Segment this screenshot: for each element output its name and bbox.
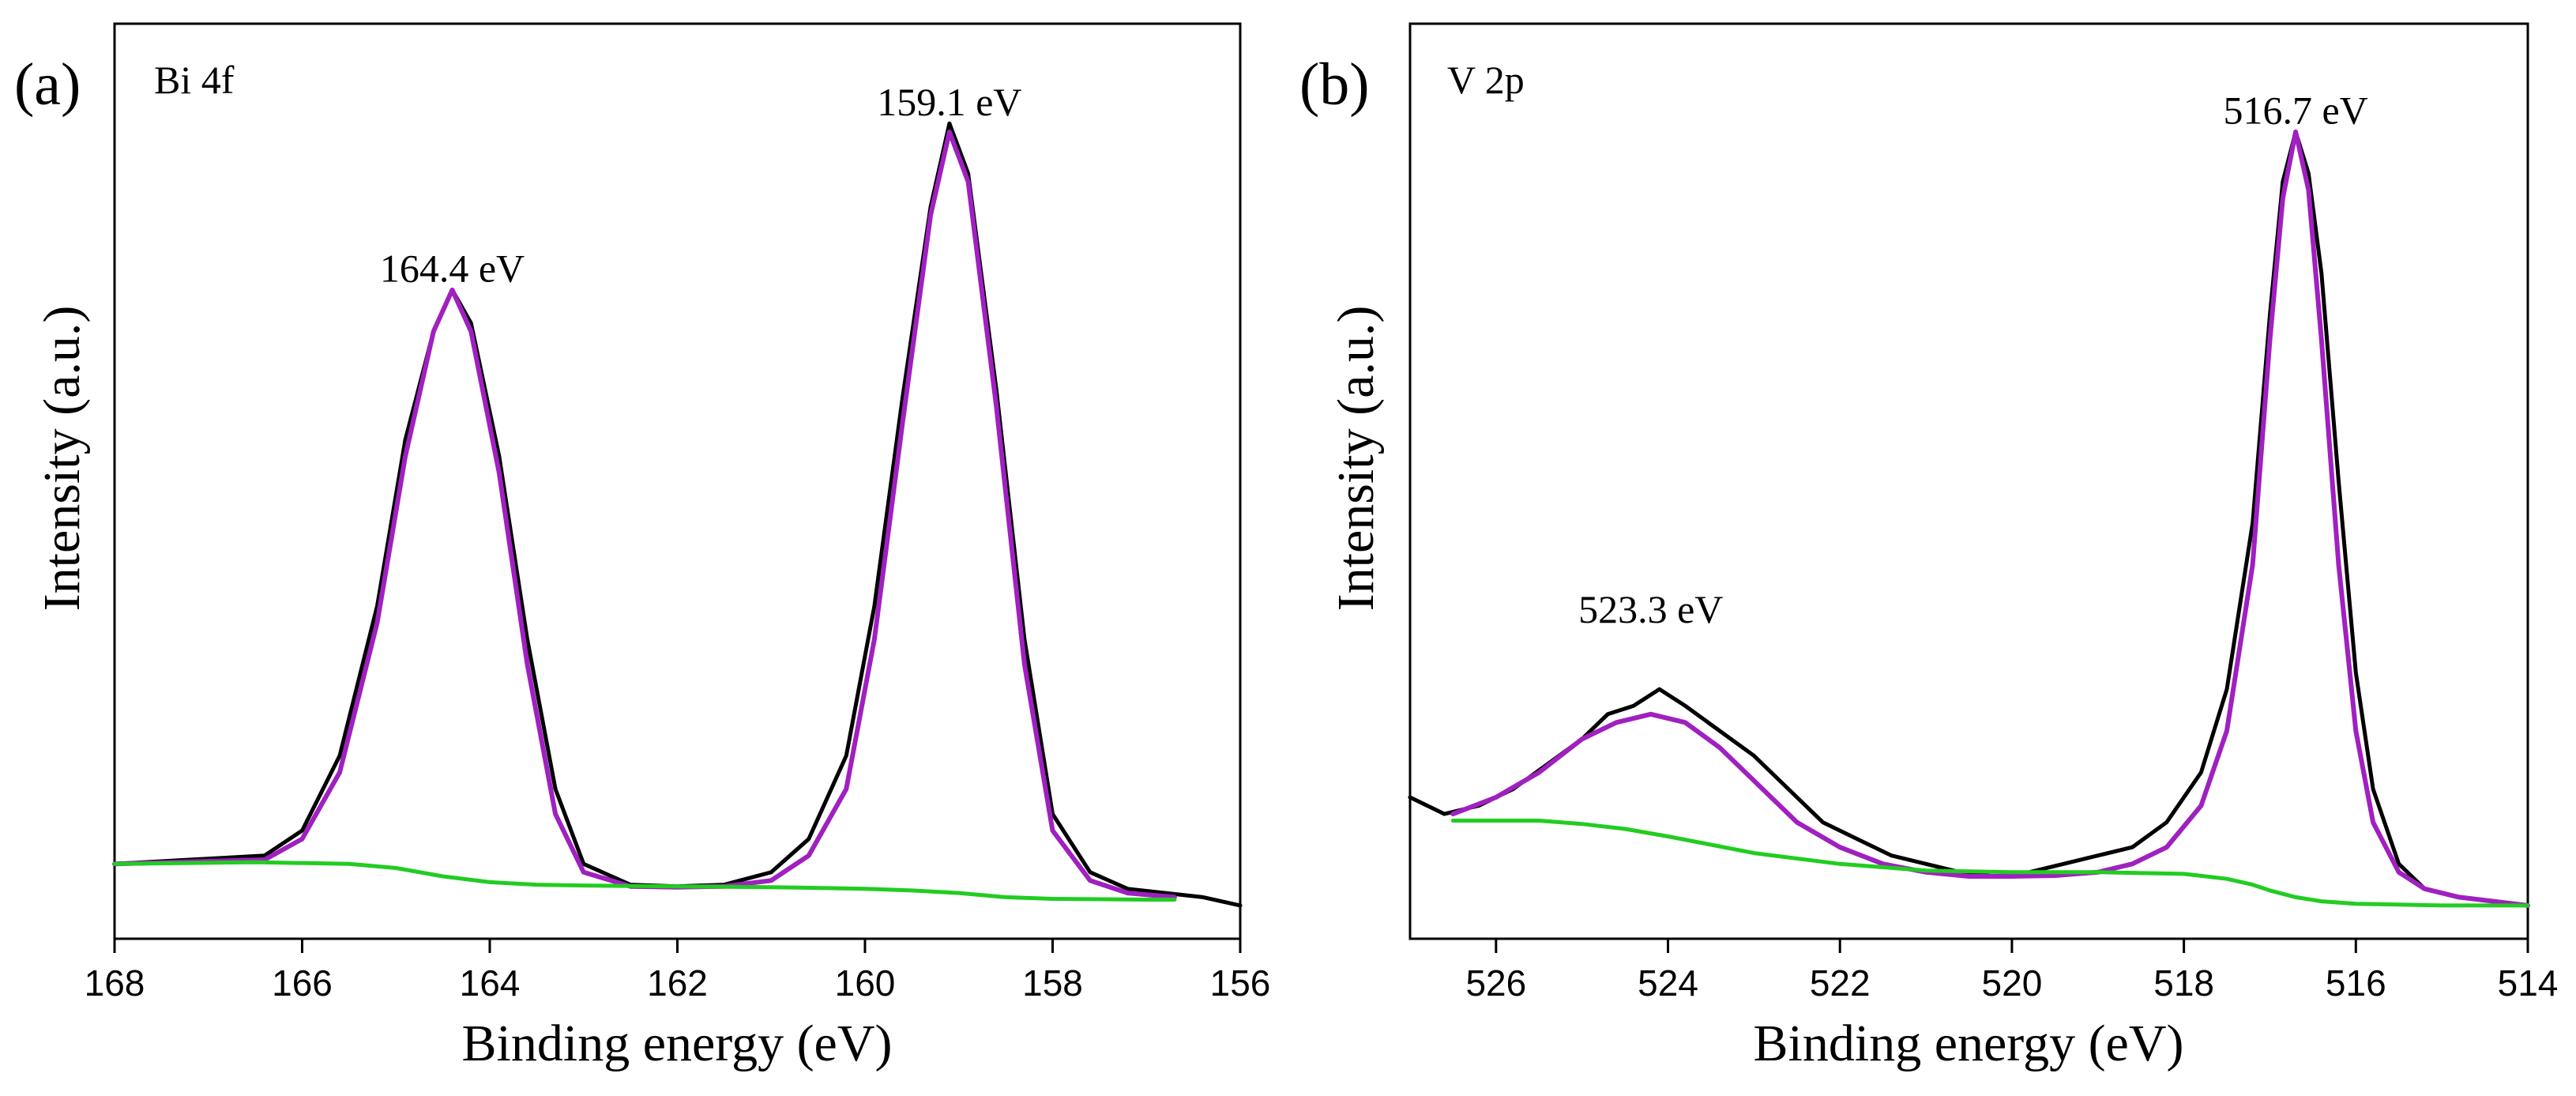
panel-a: (a) Bi 4f Intensity (a.u.) Binding energ… [14,22,1271,1072]
peak-annotation: 516.7 eV [2223,88,2367,132]
x-tick-label: 520 [1982,962,2043,1004]
x-tick-label: 526 [1465,962,1526,1004]
x-tick-label: 158 [1022,962,1083,1004]
panel-b-xlabel: Binding energy (eV) [1754,1015,2184,1072]
panel-b-ylabel: Intensity (a.u.) [1327,306,1385,612]
peak-annotation: 523.3 eV [1578,587,1723,631]
series-fit-line [112,129,1177,900]
series-raw-line [1408,130,2530,908]
panel-b-frame [1408,22,2529,940]
panel-b-element-label: V 2p [1447,58,1525,102]
x-tick-label: 514 [2498,962,2559,1004]
series-background-line [1450,819,2530,908]
x-tick-label: 166 [272,962,333,1004]
x-tick-label: 518 [2153,962,2214,1004]
x-tick-label: 160 [835,962,896,1004]
series-background-line [112,860,1177,902]
series-raw-line [112,121,1243,908]
panel-a-frame [113,22,1242,940]
x-tick-label: 516 [2326,962,2386,1004]
x-tick-label: 168 [85,962,145,1004]
x-tick-label: 162 [647,962,708,1004]
peak-annotation: 159.1 eV [877,80,1021,124]
panel-a-annotations: 164.4 eV 159.1 eV [380,80,1022,291]
panel-a-xlabel: Binding energy (eV) [462,1015,893,1072]
panel-b-series [1408,129,2530,908]
series-fit-line [1450,129,2530,908]
panel-a-ticks: 168 166 164 162 160 158 156 [85,939,1271,1004]
panel-b-annotations: 523.3 eV 516.7 eV [1578,88,2368,631]
x-tick-label: 522 [1810,962,1871,1004]
x-tick-label: 524 [1638,962,1698,1004]
panel-b-label: (b) [1299,51,1370,118]
panel-a-series [112,121,1243,908]
panel-b: (b) V 2p Intensity (a.u.) Binding energy… [1299,22,2558,1072]
x-tick-label: 156 [1210,962,1271,1004]
panel-b-ticks: 526 524 522 520 518 516 514 [1465,939,2558,1004]
peak-annotation: 164.4 eV [380,246,525,290]
panel-a-label: (a) [14,51,81,118]
x-tick-label: 164 [460,962,521,1004]
panel-a-element-label: Bi 4f [154,58,235,102]
panel-a-ylabel: Intensity (a.u.) [33,306,91,612]
